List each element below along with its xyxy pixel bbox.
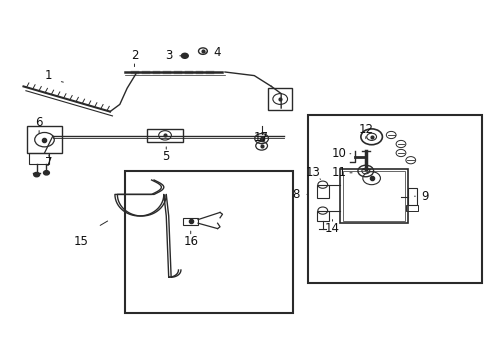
Bar xyxy=(307,115,481,283)
Text: 4: 4 xyxy=(213,46,221,59)
Text: 6: 6 xyxy=(35,116,43,129)
Circle shape xyxy=(43,171,49,175)
Bar xyxy=(342,171,405,221)
Bar xyxy=(183,218,198,225)
Bar xyxy=(29,153,49,164)
Text: 8: 8 xyxy=(291,188,299,201)
Bar xyxy=(405,205,417,211)
Circle shape xyxy=(34,172,40,177)
Text: 7: 7 xyxy=(45,156,53,169)
Bar xyxy=(124,171,293,313)
Bar xyxy=(146,129,183,142)
Text: 15: 15 xyxy=(73,235,88,248)
Bar xyxy=(339,169,407,223)
Circle shape xyxy=(181,53,188,58)
Bar xyxy=(267,88,292,110)
Text: 17: 17 xyxy=(254,131,268,144)
Text: 2: 2 xyxy=(130,49,138,62)
Bar xyxy=(27,126,62,153)
Text: 9: 9 xyxy=(421,190,428,203)
Text: 5: 5 xyxy=(162,150,170,163)
Text: 12: 12 xyxy=(358,123,372,136)
Bar xyxy=(316,211,328,221)
Text: 14: 14 xyxy=(325,222,339,235)
Bar xyxy=(316,185,328,198)
Text: 1: 1 xyxy=(45,69,53,82)
Text: 11: 11 xyxy=(331,166,346,179)
Text: 10: 10 xyxy=(331,147,346,160)
Text: 3: 3 xyxy=(164,49,172,62)
Bar xyxy=(407,188,416,205)
Text: 13: 13 xyxy=(305,166,320,179)
Text: 16: 16 xyxy=(183,235,198,248)
